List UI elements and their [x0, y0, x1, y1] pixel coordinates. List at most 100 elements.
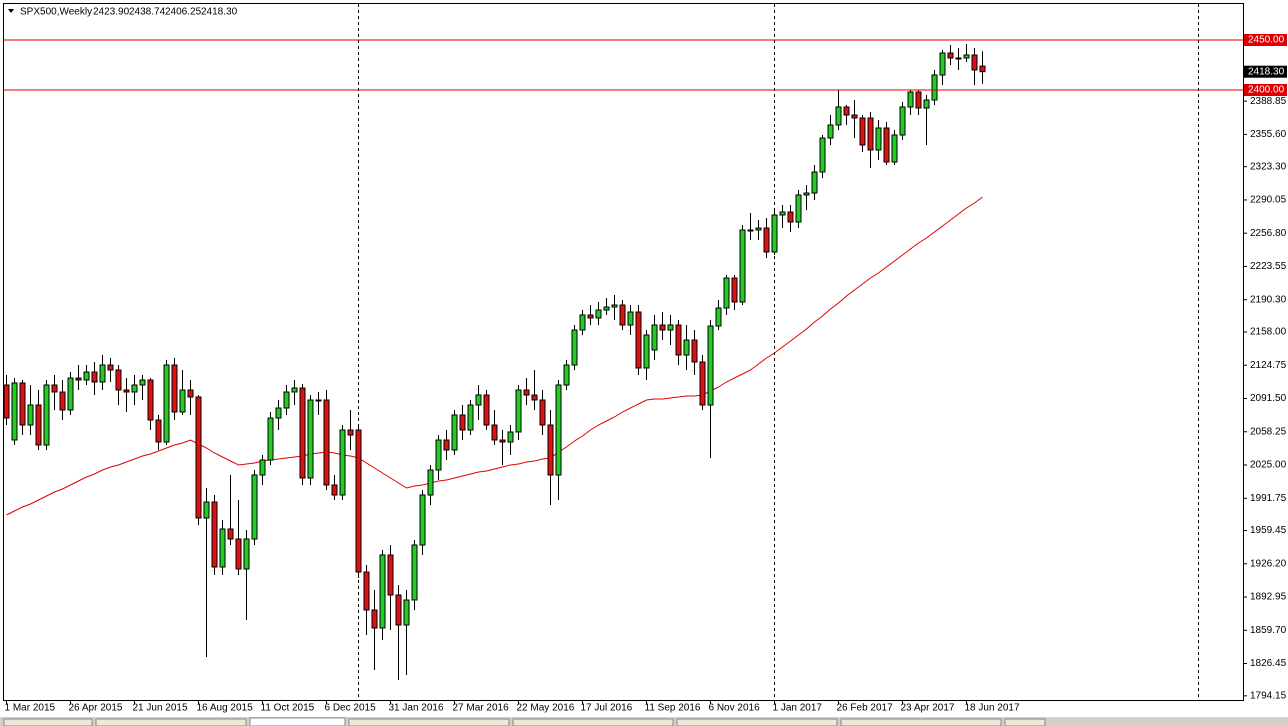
candle-body — [971, 54, 978, 71]
candle-body — [539, 399, 546, 426]
y-tick-label: 2355.60 — [1250, 129, 1287, 140]
y-tick-label: 2223.55 — [1250, 261, 1287, 272]
y-tick-label: 1959.45 — [1250, 525, 1287, 536]
candle-body — [787, 211, 794, 223]
candle-body — [603, 306, 610, 311]
candle-body — [475, 394, 482, 406]
candle-body — [275, 407, 282, 419]
y-tick-label: 1826.45 — [1250, 658, 1287, 669]
candle-body — [411, 544, 418, 601]
y-tick-label: 2323.30 — [1250, 161, 1287, 172]
x-tick-label: 18 Jun 2017 — [965, 703, 1020, 714]
candle-body — [115, 369, 122, 391]
candle-body — [547, 424, 554, 476]
candle-body — [227, 528, 234, 540]
candle-body — [643, 334, 650, 369]
x-tick-label: 27 Mar 2016 — [453, 703, 510, 714]
x-tick-label: 31 Jan 2016 — [389, 703, 444, 714]
candle-body — [67, 377, 74, 411]
candle-body — [75, 377, 82, 381]
menu-icon[interactable] — [8, 9, 14, 13]
candle-body — [339, 429, 346, 496]
y-tick-label: 1794.15 — [1250, 690, 1287, 701]
candle-body — [699, 361, 706, 406]
candle-body — [59, 391, 66, 411]
candle-body — [883, 127, 890, 163]
x-tick-label: 1 Jan 2017 — [773, 703, 823, 714]
candle-body — [931, 74, 938, 101]
tab[interactable] — [95, 718, 247, 726]
candle-body — [467, 404, 474, 431]
candle-body — [627, 311, 634, 326]
candle-body — [27, 404, 34, 426]
candle-body — [139, 379, 146, 386]
candle-body — [899, 106, 906, 136]
candle-body — [51, 384, 58, 393]
tab[interactable] — [512, 718, 674, 726]
candle-body — [955, 57, 962, 60]
candle-body — [891, 134, 898, 163]
candle-body — [867, 117, 874, 151]
tab[interactable] — [3, 718, 93, 726]
tab[interactable] — [348, 718, 510, 726]
x-tick-label: 22 May 2016 — [517, 703, 575, 714]
candle-body — [939, 52, 946, 76]
last-price-box — [1244, 65, 1287, 78]
candle-body — [731, 277, 738, 303]
candle-body — [523, 389, 530, 396]
candle-body — [571, 329, 578, 366]
candle-body — [123, 389, 130, 393]
candle-body — [371, 609, 378, 629]
candle-body — [299, 387, 306, 479]
last-price-label: 2418.30 — [1248, 66, 1285, 77]
tab[interactable] — [1004, 718, 1046, 726]
candle-body — [11, 382, 18, 441]
y-tick-label: 2388.85 — [1250, 96, 1287, 107]
candle-body — [795, 194, 802, 223]
x-tick-label: 6 Nov 2016 — [709, 703, 761, 714]
candle-body — [851, 114, 858, 119]
candle-body — [923, 99, 930, 109]
candle-body — [819, 137, 826, 173]
candle-body — [35, 404, 42, 446]
candle-body — [811, 171, 818, 194]
tab[interactable] — [840, 718, 1002, 726]
level-label: 2400.00 — [1248, 85, 1285, 96]
tab[interactable] — [676, 718, 838, 726]
candle-body — [667, 324, 674, 331]
x-tick-label: 11 Sep 2016 — [645, 703, 701, 714]
candle-body — [827, 124, 834, 139]
y-tick-label: 1859.70 — [1250, 625, 1287, 636]
candle-body — [251, 474, 258, 540]
candle-body — [291, 387, 298, 393]
level-label-box — [1244, 34, 1287, 46]
candle-body — [387, 554, 394, 596]
candle-body — [755, 227, 762, 231]
level-label-box — [1244, 84, 1287, 96]
candle-body — [235, 538, 242, 570]
candle-body — [355, 429, 362, 573]
candle-body — [483, 394, 490, 426]
x-tick-label: 26 Feb 2017 — [837, 703, 894, 714]
candle-body — [419, 494, 426, 546]
candle-body — [315, 399, 322, 402]
candle-body — [683, 339, 690, 356]
candle-body — [691, 339, 698, 363]
candle-body — [3, 384, 10, 419]
candle-body — [771, 214, 778, 253]
ohlc-label: 2438.74 — [129, 7, 166, 18]
candle-body — [907, 91, 914, 108]
candle-body — [83, 371, 90, 381]
candle-body — [107, 364, 114, 371]
candle-body — [179, 389, 186, 413]
x-tick-label: 16 Aug 2015 — [197, 703, 254, 714]
candle-body — [843, 106, 850, 116]
candle-body — [211, 501, 218, 568]
candle-body — [915, 91, 922, 109]
y-tick-label: 2091.50 — [1250, 393, 1287, 404]
y-tick-label: 2025.00 — [1250, 460, 1287, 471]
tab-active[interactable] — [249, 717, 346, 726]
candle-body — [307, 399, 314, 479]
candle-body — [707, 325, 714, 406]
candle-body — [99, 364, 106, 383]
